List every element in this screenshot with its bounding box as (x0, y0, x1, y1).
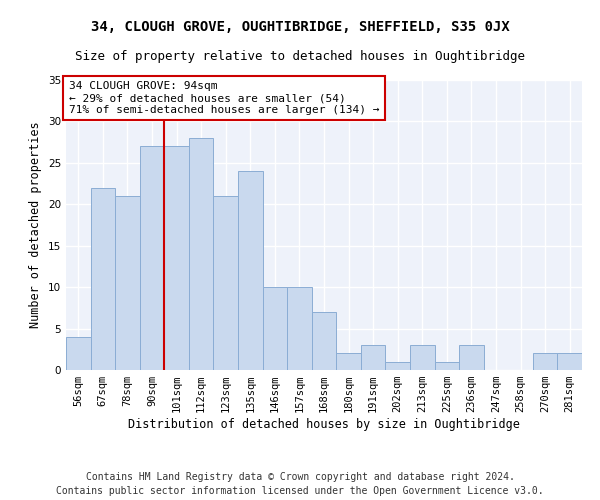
Bar (140, 146, 164, 370)
Bar (66, 337, 91, 370)
Bar (557, 354, 582, 370)
Text: Size of property relative to detached houses in Oughtibridge: Size of property relative to detached ho… (75, 50, 525, 63)
Bar (115, 196, 140, 370)
Y-axis label: Number of detached properties: Number of detached properties (29, 122, 43, 328)
Text: Contains HM Land Registry data © Crown copyright and database right 2024.: Contains HM Land Registry data © Crown c… (86, 472, 514, 482)
Bar (385, 362, 410, 370)
X-axis label: Distribution of detached houses by size in Oughtibridge: Distribution of detached houses by size … (128, 418, 520, 431)
Bar (533, 354, 557, 370)
Bar (189, 138, 214, 370)
Bar (238, 171, 263, 370)
Bar (361, 345, 385, 370)
Bar (459, 345, 484, 370)
Bar (263, 287, 287, 370)
Text: 34 CLOUGH GROVE: 94sqm
← 29% of detached houses are smaller (54)
71% of semi-det: 34 CLOUGH GROVE: 94sqm ← 29% of detached… (68, 82, 379, 114)
Bar (214, 196, 238, 370)
Text: 34, CLOUGH GROVE, OUGHTIBRIDGE, SHEFFIELD, S35 0JX: 34, CLOUGH GROVE, OUGHTIBRIDGE, SHEFFIEL… (91, 20, 509, 34)
Bar (336, 354, 361, 370)
Bar (410, 345, 434, 370)
Text: Contains public sector information licensed under the Open Government Licence v3: Contains public sector information licen… (56, 486, 544, 496)
Bar (312, 312, 336, 370)
Bar (164, 146, 189, 370)
Bar (91, 188, 115, 370)
Bar (434, 362, 459, 370)
Bar (287, 287, 312, 370)
